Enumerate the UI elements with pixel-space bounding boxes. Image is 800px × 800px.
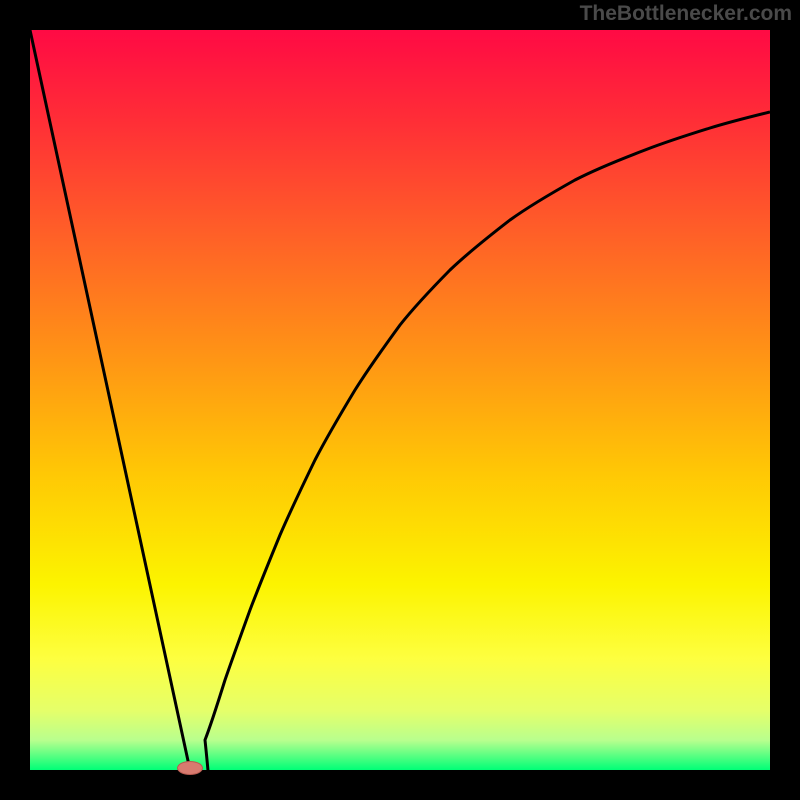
curve-layer xyxy=(30,30,770,770)
plot-area xyxy=(30,30,770,770)
watermark-text: TheBottlenecker.com xyxy=(580,2,792,26)
bottleneck-chart: TheBottlenecker.com xyxy=(0,0,800,800)
bottleneck-curve xyxy=(30,30,770,770)
optimal-marker xyxy=(177,761,203,775)
